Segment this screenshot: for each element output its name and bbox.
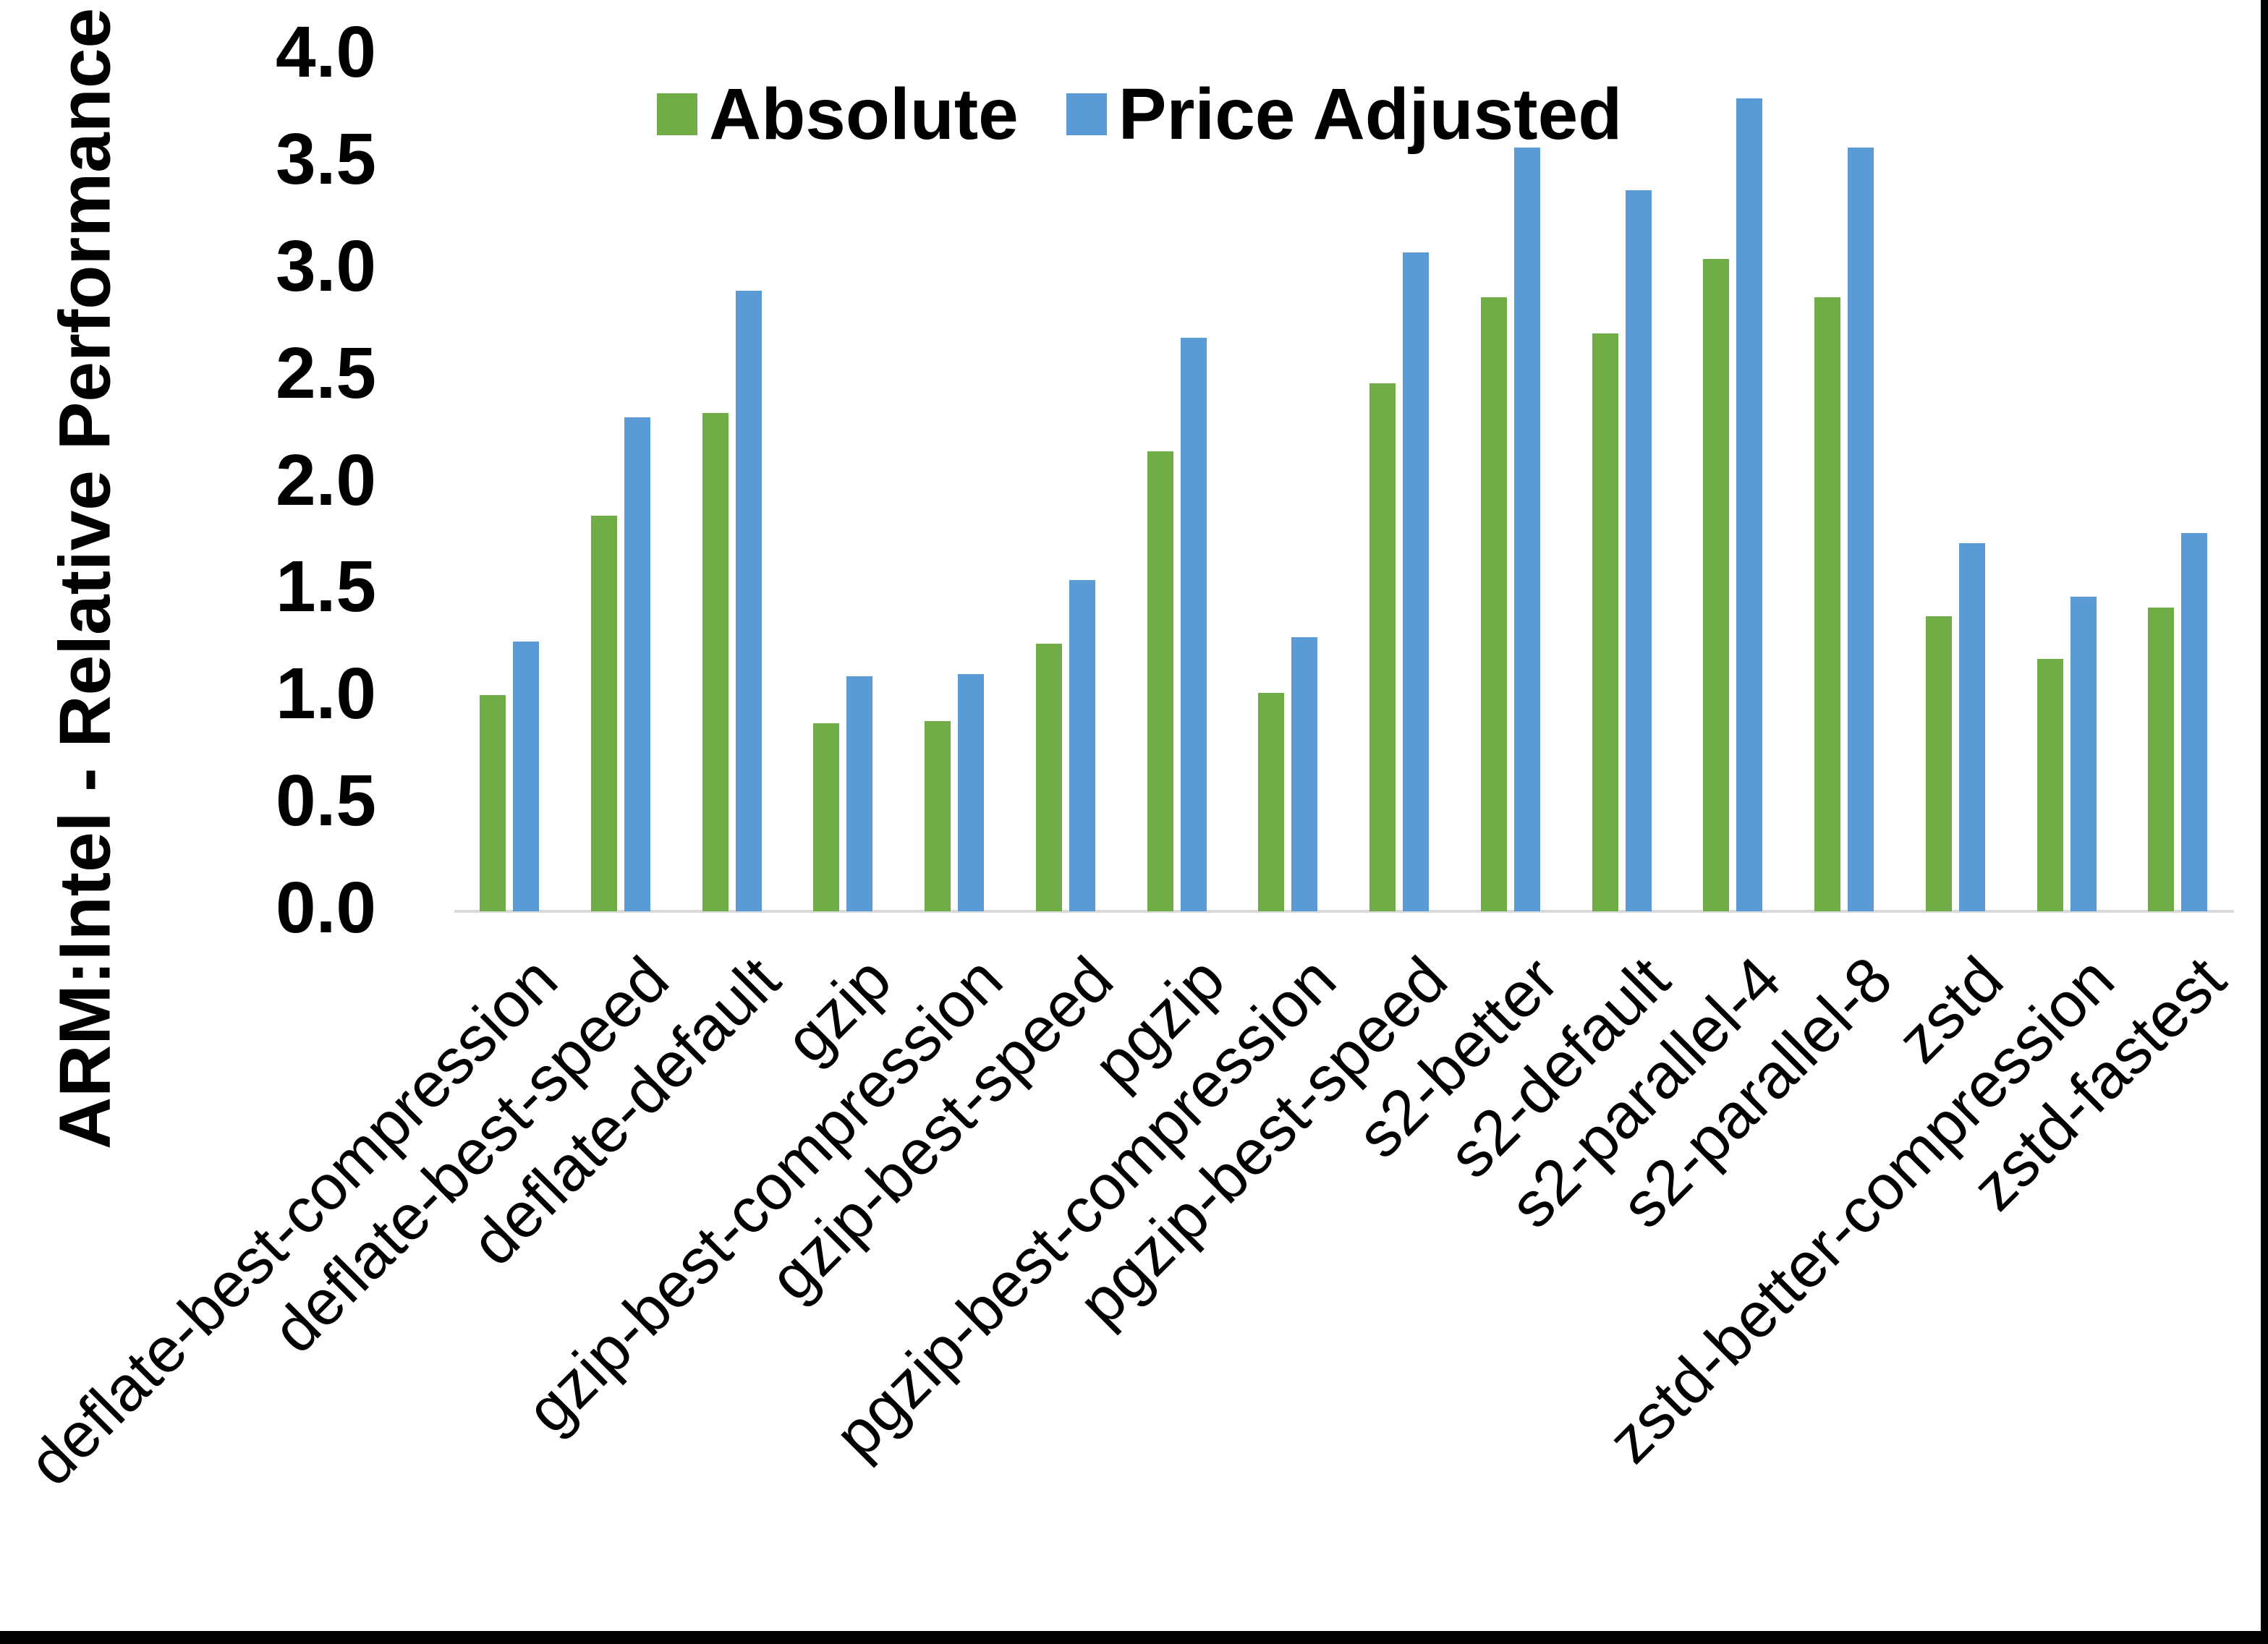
bar-absolute-zstd <box>1925 616 1952 911</box>
y-tick-label: 1.5 <box>275 546 376 628</box>
y-tick-label: 0.0 <box>275 866 376 948</box>
y-tick-label: 3.5 <box>275 118 376 200</box>
legend-label: Price Adjusted <box>1118 74 1623 155</box>
bar-absolute-s2-parallel-8 <box>1814 297 1840 911</box>
bar-price-adjusted-gzip-best-speed <box>1069 579 1095 911</box>
bar-absolute-deflate-default <box>702 412 729 911</box>
legend-item-absolute: Absolute <box>657 78 1019 150</box>
y-tick-label: 4.0 <box>275 11 376 93</box>
bar-price-adjusted-zstd <box>1958 543 1985 911</box>
bar-price-adjusted-pgzip-best-compression <box>1291 637 1318 911</box>
bar-absolute-pgzip-best-compression <box>1258 693 1285 911</box>
y-tick-label: 2.0 <box>275 439 376 521</box>
y-tick-label: 2.5 <box>275 332 376 414</box>
bar-price-adjusted-deflate-default <box>735 291 762 911</box>
bar-price-adjusted-deflate-best-compression <box>513 642 539 911</box>
bar-price-adjusted-zstd-better-compression <box>2070 597 2097 911</box>
bar-price-adjusted-pgzip-best-speed <box>1403 252 1429 911</box>
bar-price-adjusted-s2-parallel-8 <box>1848 148 1874 911</box>
screenshot-right-border <box>2261 0 2268 1644</box>
y-tick-label: 3.0 <box>275 225 376 307</box>
bar-absolute-s2-parallel-4 <box>1703 258 1730 911</box>
bar-price-adjusted-gzip <box>846 676 873 911</box>
bar-absolute-zstd-fastest <box>2148 608 2175 911</box>
bar-absolute-gzip <box>813 723 840 911</box>
bar-absolute-s2-default <box>1592 333 1618 911</box>
bar-absolute-pgzip-best-speed <box>1369 383 1396 911</box>
bar-absolute-gzip-best-speed <box>1035 644 1062 911</box>
bar-price-adjusted-zstd-fastest <box>2181 532 2208 911</box>
legend-swatch-absolute-icon <box>657 93 697 135</box>
bar-price-adjusted-gzip-best-compression <box>958 673 984 911</box>
bar-absolute-gzip-best-compression <box>925 720 951 911</box>
bar-absolute-deflate-best-speed <box>590 515 617 911</box>
bar-absolute-s2-better <box>1480 297 1507 911</box>
legend-item-price-adjusted: Price Adjusted <box>1066 78 1622 150</box>
y-tick-label: 1.0 <box>275 653 376 735</box>
y-tick-label: 0.5 <box>275 760 376 842</box>
bar-price-adjusted-pgzip <box>1180 338 1207 911</box>
legend-label: Absolute <box>709 74 1019 155</box>
legend: Absolute Price Adjusted <box>657 78 1622 150</box>
bar-price-adjusted-s2-default <box>1625 190 1652 911</box>
legend-swatch-price-adjusted-icon <box>1066 93 1107 135</box>
bar-price-adjusted-s2-parallel-4 <box>1736 98 1763 911</box>
bar-price-adjusted-s2-better <box>1513 148 1540 911</box>
screenshot-bottom-border <box>0 1631 2268 1644</box>
x-axis-line <box>454 910 2234 913</box>
plot-area <box>454 56 2234 913</box>
bar-absolute-pgzip <box>1147 451 1173 911</box>
bar-price-adjusted-deflate-best-speed <box>624 417 650 911</box>
bar-absolute-zstd-better-compression <box>2036 659 2063 911</box>
bar-absolute-deflate-best-compression <box>480 695 506 911</box>
